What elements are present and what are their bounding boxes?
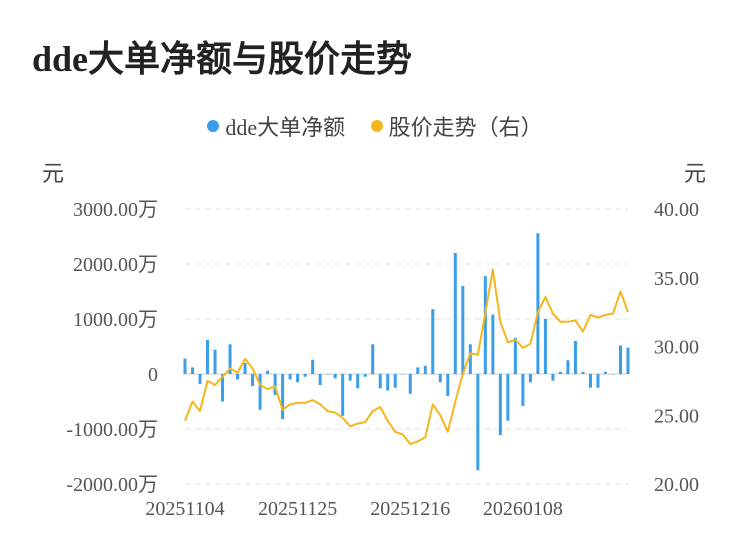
price-line-series <box>184 268 629 446</box>
gridlines <box>185 208 628 485</box>
dde-bar <box>423 365 427 374</box>
dde-bar <box>206 339 210 374</box>
dde-bar <box>401 374 405 375</box>
right-tick-label: 30.00 <box>654 337 699 359</box>
right-tick-label: 40.00 <box>654 199 699 221</box>
dde-bar <box>213 349 217 374</box>
left-axis-unit: 元 <box>42 161 65 186</box>
dde-bar <box>191 367 195 374</box>
dde-bar <box>348 374 352 381</box>
dde-bar <box>363 374 367 377</box>
left-tick-label: 2000.00万 <box>73 254 158 276</box>
dde-bar <box>558 371 562 374</box>
left-tick-label: 3000.00万 <box>73 199 158 221</box>
dde-bar <box>311 359 315 374</box>
axes: 3000.00万 2000.00万 1000.00万 0 -1000.00万 -2000.… <box>66 199 699 520</box>
right-tick-label: 20.00 <box>654 474 699 496</box>
dde-bar <box>408 374 412 394</box>
dde-bar <box>453 253 457 374</box>
dde-bar <box>536 233 540 374</box>
dde-bar <box>596 374 600 388</box>
dde-bar <box>551 374 555 381</box>
left-tick-label: -2000.00万 <box>66 474 158 496</box>
dde-bar <box>446 374 450 396</box>
price-line <box>184 268 629 446</box>
dde-bar <box>498 374 502 436</box>
dde-bar <box>251 374 255 387</box>
dde-bar <box>236 374 240 380</box>
dde-bar <box>513 337 517 374</box>
dde-bar <box>491 314 495 374</box>
dde-bar <box>483 276 487 374</box>
dde-bar <box>581 371 585 374</box>
dde-bar <box>618 345 622 374</box>
dde-bar <box>506 374 510 421</box>
dde-bar <box>588 374 592 388</box>
legend-item-price[interactable]: 股价走势（右） <box>370 110 543 142</box>
dde-bar <box>318 374 322 385</box>
legend-item-dde[interactable]: dde大单净额 <box>207 110 345 142</box>
legend-label-dde: dde大单净额 <box>225 115 346 140</box>
left-tick-label: 1000.00万 <box>73 309 158 331</box>
right-axis-unit: 元 <box>684 161 707 186</box>
dde-bar <box>528 374 532 383</box>
dde-bar <box>333 374 337 379</box>
dde-bar <box>431 309 435 374</box>
dde-bar <box>303 374 307 377</box>
dde-bar <box>416 367 420 374</box>
chart-legend: dde大单净额 股价走势（右） <box>0 110 750 142</box>
dde-bar <box>521 374 525 406</box>
dde-bar <box>626 347 630 374</box>
dde-bar <box>258 374 262 410</box>
dde-bar <box>438 374 442 383</box>
dde-bar <box>341 374 345 416</box>
dde-bar <box>228 344 232 374</box>
dde-bar <box>566 360 570 374</box>
right-tick-label: 35.00 <box>654 268 699 290</box>
dde-bar <box>371 344 375 374</box>
right-tick-label: 25.00 <box>654 405 699 427</box>
left-tick-label: 0 <box>148 364 158 386</box>
dde-bar-series <box>183 233 630 471</box>
legend-label-price: 股价走势（右） <box>388 115 543 140</box>
dde-bar <box>476 374 480 471</box>
dde-bar <box>326 374 330 375</box>
dde-bar <box>221 374 225 402</box>
dde-bar <box>288 374 292 380</box>
dde-bar <box>543 319 547 374</box>
chart-title: dde大单净额与股价走势 <box>32 39 413 79</box>
dde-bar <box>281 374 285 420</box>
dde-bar <box>393 374 397 388</box>
dde-bar <box>273 374 277 395</box>
dde-bar <box>296 374 300 383</box>
x-tick-label: 20251216 <box>370 498 450 520</box>
dde-bar <box>243 363 247 374</box>
legend-marker-dde <box>207 120 220 132</box>
dde-bar <box>573 341 577 374</box>
dde-bar <box>603 371 607 374</box>
dde-bar <box>266 370 270 374</box>
dde-bar <box>183 358 187 374</box>
legend-marker-price <box>370 120 383 132</box>
x-tick-label: 20251104 <box>145 498 224 520</box>
dde-bar <box>198 374 202 384</box>
dde-bar <box>356 374 360 389</box>
left-tick-label: -1000.00万 <box>66 419 158 441</box>
dde-bar <box>386 374 390 391</box>
dde-bar <box>378 374 382 389</box>
x-tick-label: 20260108 <box>483 498 563 520</box>
x-tick-label: 20251125 <box>258 498 337 520</box>
dde-bar <box>611 374 615 375</box>
dde-bar <box>461 286 465 374</box>
dde-bar <box>468 344 472 374</box>
